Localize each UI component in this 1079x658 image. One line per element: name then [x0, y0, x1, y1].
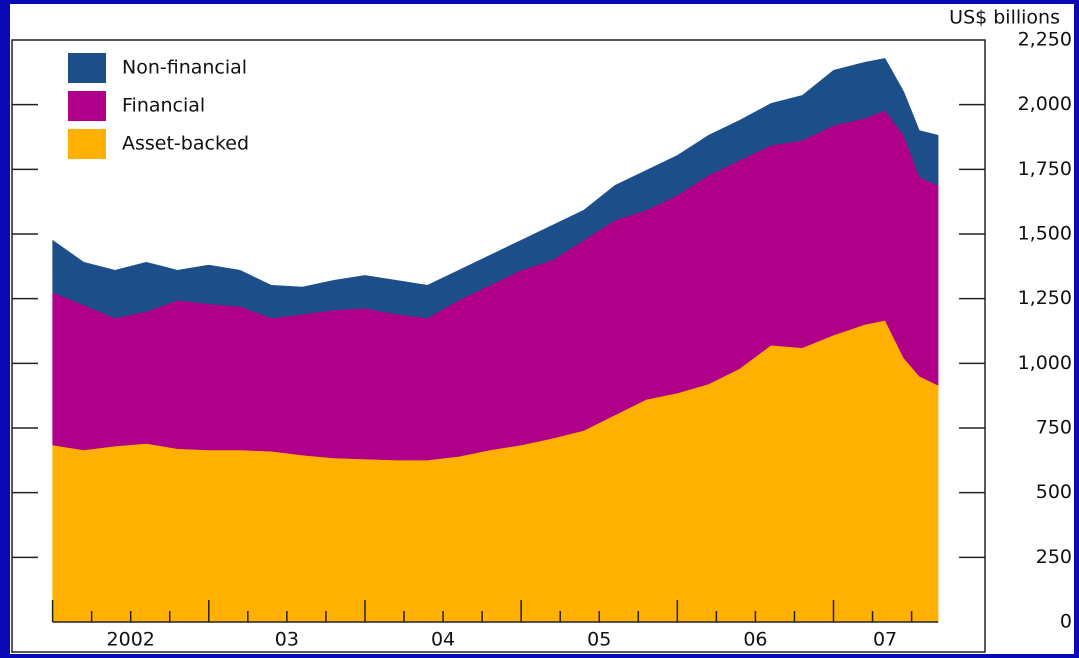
y-tick-label: 0: [1060, 611, 1072, 633]
y-tick-label: 2,250: [1018, 29, 1072, 51]
y-tick-label: 1,750: [1018, 158, 1072, 180]
y-tick-label: 1,000: [1018, 352, 1072, 374]
legend-label: Non-financial: [122, 57, 247, 79]
x-tick-label: 05: [587, 629, 611, 651]
y-tick-label: 2,000: [1018, 93, 1072, 115]
legend-label: Financial: [122, 95, 205, 117]
x-tick-label: 2002: [107, 629, 155, 651]
y-tick-label: 1,250: [1018, 287, 1072, 309]
y-axis-label: US$ billions: [949, 7, 1060, 29]
area: [52, 58, 939, 319]
legend-swatch: [68, 53, 106, 83]
legend-swatch: [68, 91, 106, 121]
y-tick-label: 250: [1036, 546, 1072, 568]
y-tick-label: 750: [1036, 417, 1072, 439]
x-tick-label: 04: [431, 629, 455, 651]
legend-swatch: [68, 129, 106, 159]
x-tick-label: 06: [743, 629, 767, 651]
legend-label: Asset-backed: [122, 133, 249, 155]
x-tick-label: 07: [873, 629, 897, 651]
plot-frame: [11, 39, 986, 653]
x-tick-label: 03: [275, 629, 299, 651]
y-tick-label: 500: [1036, 481, 1072, 503]
y-tick-label: 1,500: [1018, 223, 1072, 245]
